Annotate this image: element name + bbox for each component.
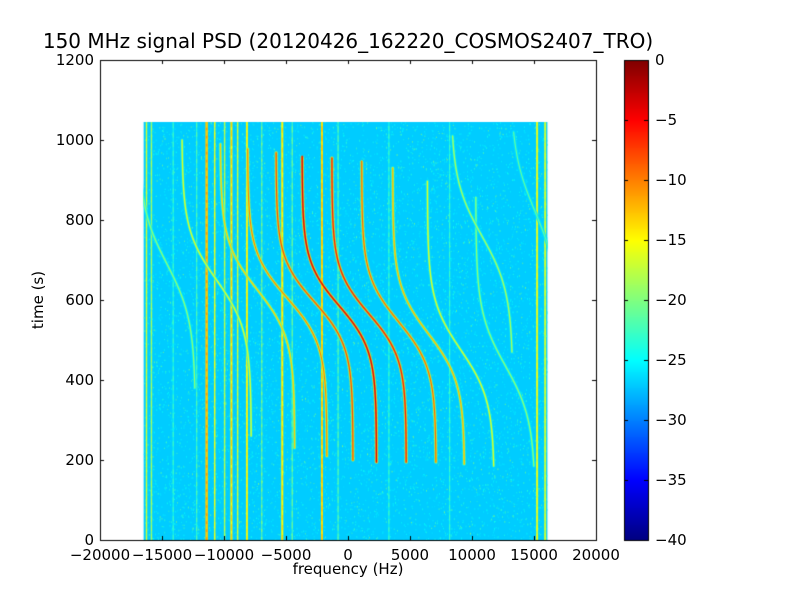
x-tick-label: 20000: [572, 546, 620, 564]
x-tick-label: −10000: [193, 546, 255, 564]
x-tick-label: −15000: [131, 546, 193, 564]
colorbar-tick-label: −20: [655, 291, 687, 309]
y-tick-label: 1200: [55, 51, 94, 69]
colorbar-tick-label: −15: [655, 231, 687, 249]
colorbar-tick-label: −35: [655, 471, 687, 489]
y-tick-label: 800: [65, 211, 94, 229]
x-axis-label: frequency (Hz): [292, 560, 404, 578]
y-tick-label: 600: [65, 291, 94, 309]
colorbar-tick-label: −5: [655, 111, 678, 129]
colorbar-tick-label: −30: [655, 411, 687, 429]
colorbar-tick-label: −40: [655, 531, 687, 549]
chart-title: 150 MHz signal PSD (20120426_162220_COSM…: [42, 29, 654, 53]
y-tick-label: 1000: [55, 131, 94, 149]
y-tick-label: 0: [84, 531, 94, 549]
x-tick-label: −5000: [260, 546, 312, 564]
colorbar-tick-label: −25: [655, 351, 687, 369]
x-tick-label: 0: [343, 546, 353, 564]
colorbar-tick-label: −10: [655, 171, 687, 189]
y-tick-label: 200: [65, 451, 94, 469]
x-tick-label: 15000: [510, 546, 558, 564]
x-tick-label: 10000: [448, 546, 496, 564]
colorbar-tick-label: 0: [655, 51, 665, 69]
y-tick-label: 400: [65, 371, 94, 389]
x-tick-label: 5000: [390, 546, 430, 564]
x-tick-label: −20000: [69, 546, 131, 564]
